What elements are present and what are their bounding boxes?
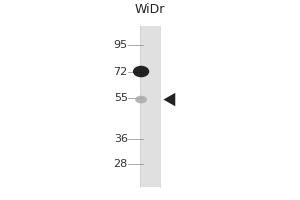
Ellipse shape (133, 66, 149, 77)
Polygon shape (164, 93, 175, 106)
Text: 55: 55 (114, 93, 128, 103)
Text: 36: 36 (114, 134, 128, 144)
Text: 95: 95 (114, 40, 128, 50)
Text: 72: 72 (113, 67, 128, 77)
Text: 28: 28 (113, 159, 128, 169)
Text: WiDr: WiDr (135, 3, 165, 16)
Ellipse shape (135, 96, 147, 103)
Bar (140, 26, 160, 187)
